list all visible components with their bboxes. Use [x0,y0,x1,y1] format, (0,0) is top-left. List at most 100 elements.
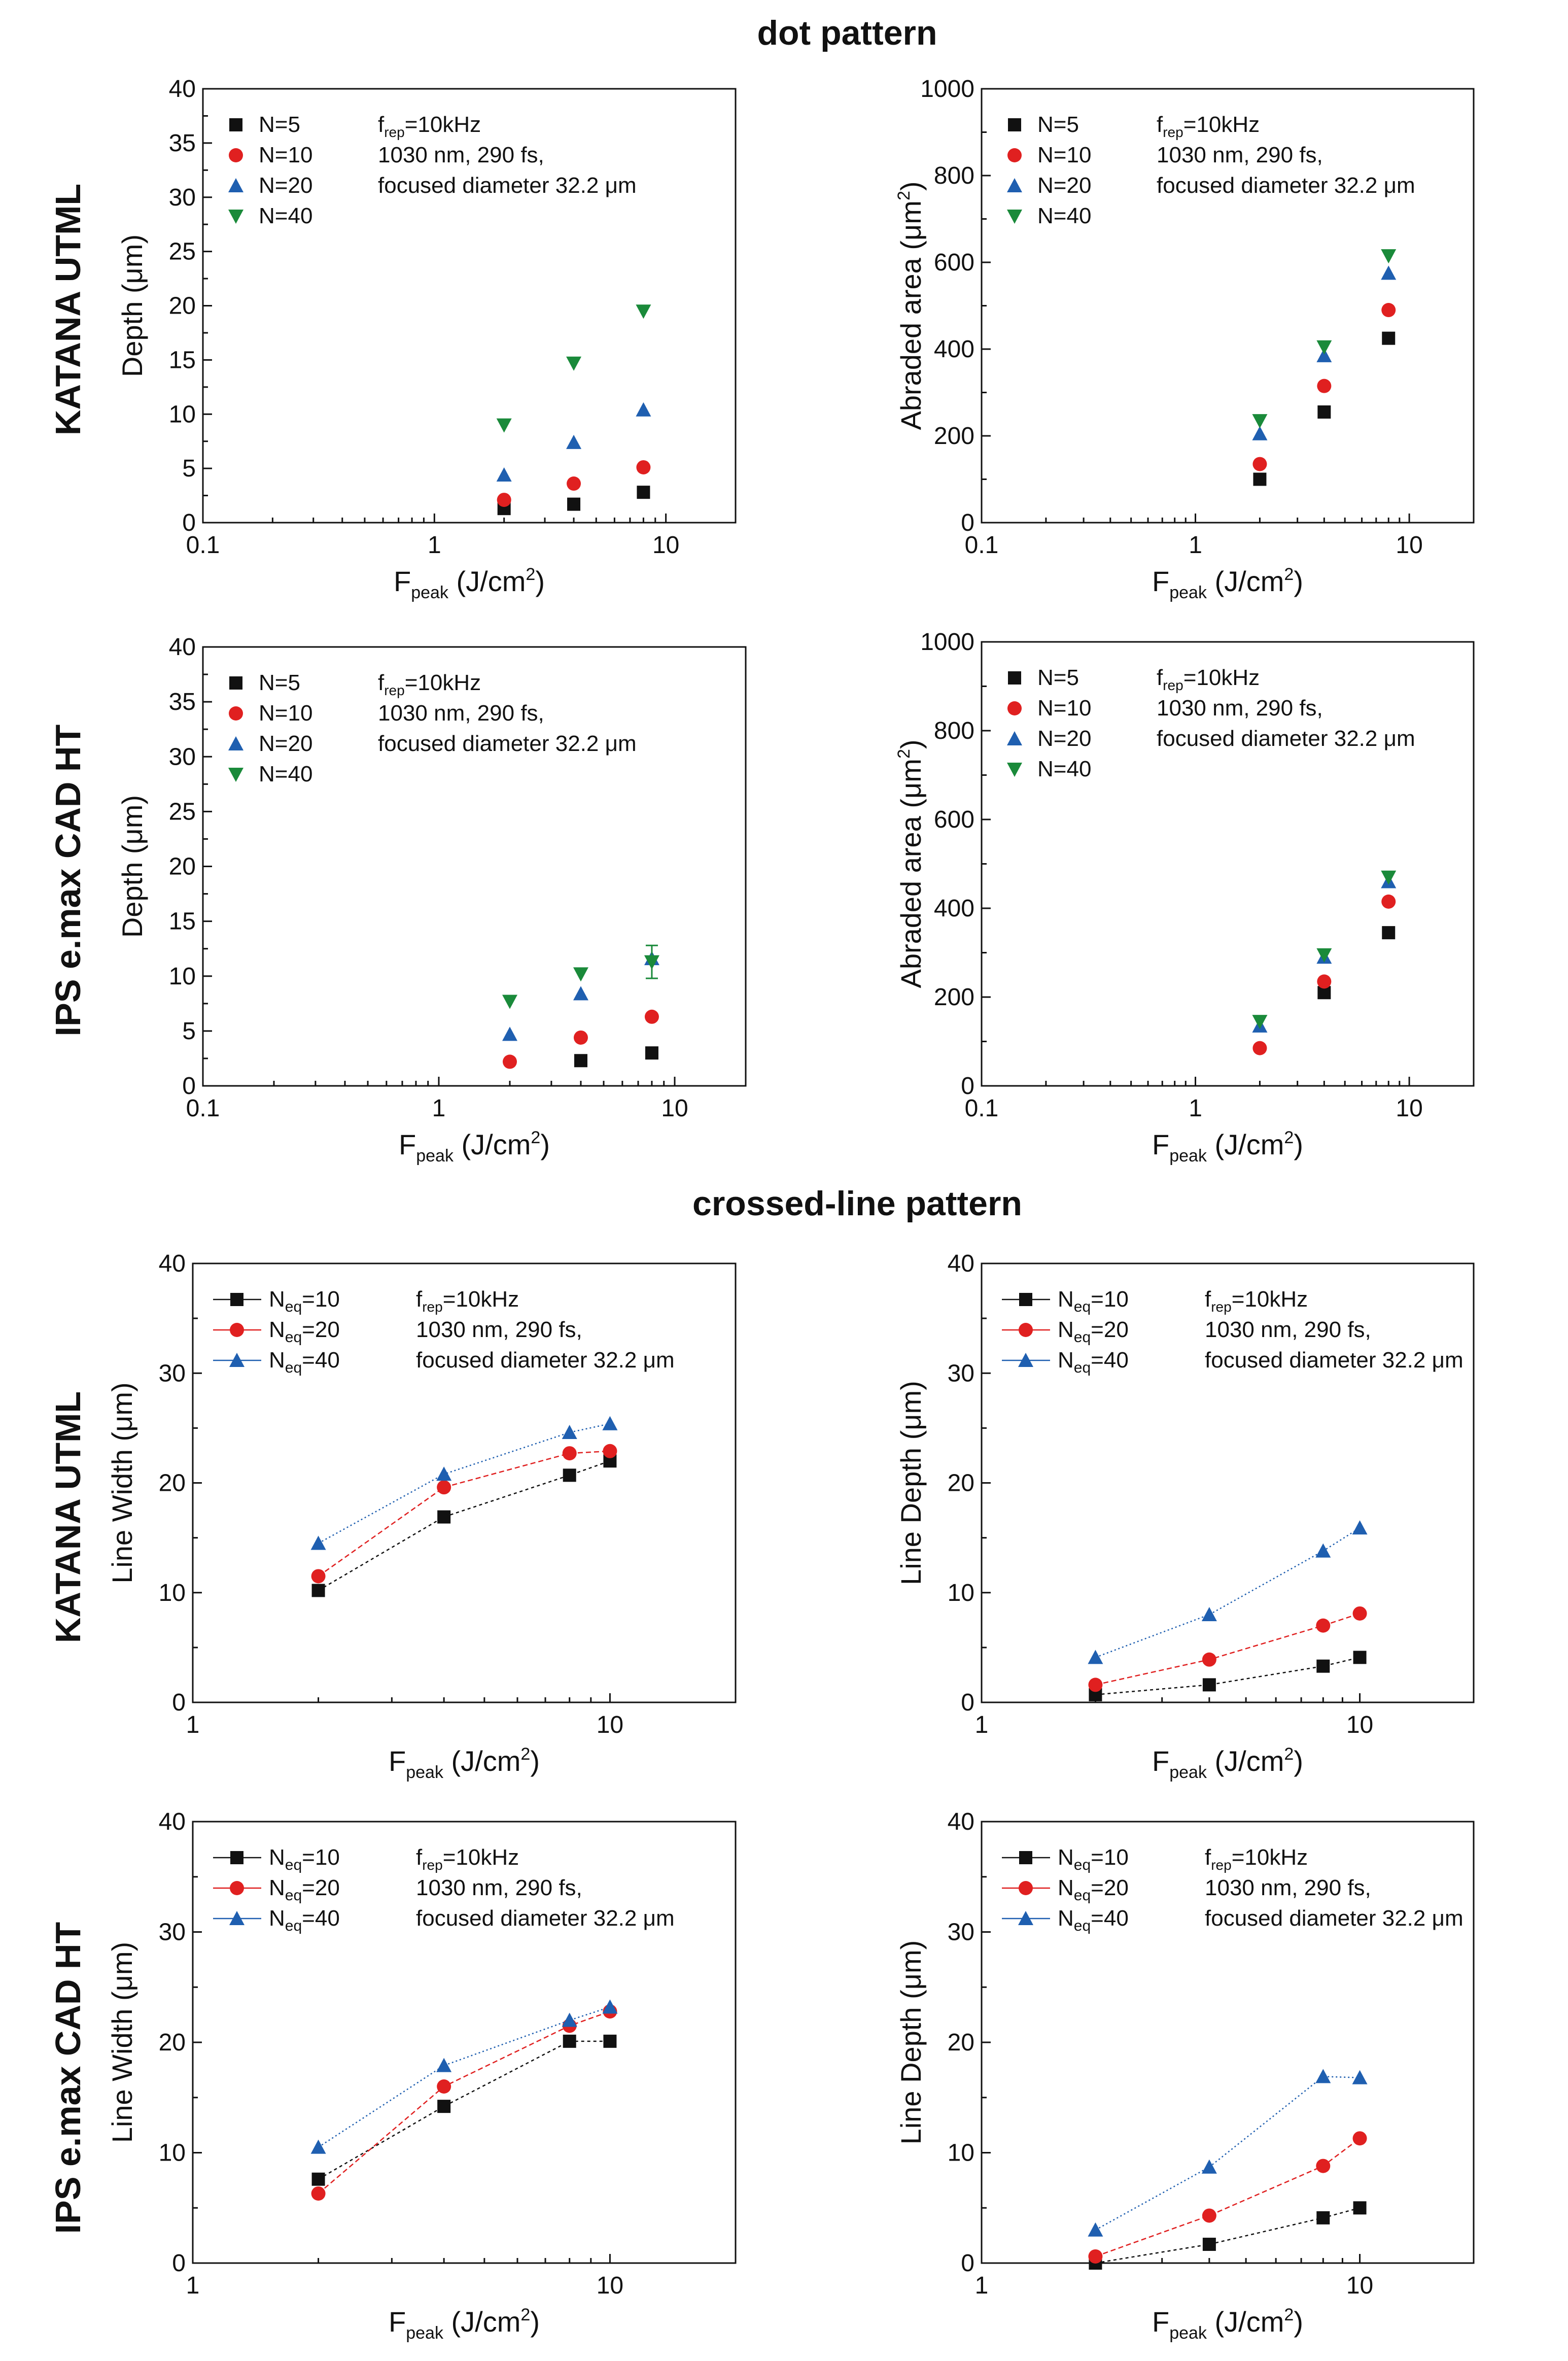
note-rep: rep [422,1857,442,1873]
row-label-dot-ips: IPS e.max CAD HT [48,725,88,1037]
legend-n: N [269,1287,285,1312]
series-line [318,1460,610,1591]
series-Neq=40 [310,1999,618,2154]
y-label-end: ) [895,739,927,749]
series-Neq=10 [1089,2201,1367,2270]
legend-n: N [1058,1906,1074,1931]
data-point [310,2139,326,2154]
y-tick-label: 10 [159,2140,186,2167]
y-tick-label: 20 [948,2029,974,2056]
legend-marker [228,210,243,224]
series-N=5 [1317,926,1396,1000]
x-tick-label: 1 [428,532,441,559]
note-laser: 1030 nm, 290 fs, [1205,1317,1371,1342]
y-tick-label: 0 [172,2250,186,2277]
data-point [1201,1607,1217,1621]
legend-rest: =10 [1054,143,1092,167]
data-point [1315,1543,1331,1558]
data-point [1202,1652,1216,1667]
data-point [636,402,651,417]
legend-rest: =40 [302,1906,340,1931]
y-tick-label: 200 [934,423,974,450]
legend-label: Neq=40 [269,1906,340,1934]
legend-rest: =20 [1091,1317,1129,1342]
x-label-end: ) [1294,1128,1303,1160]
note-rep: rep [422,1299,442,1315]
data-point [311,1569,326,1584]
data-point [1381,249,1397,264]
legend-label: Neq=20 [1058,1875,1129,1904]
note-f: f [416,1287,423,1312]
x-label-sup: 2 [520,2305,530,2324]
legend-rest: =20 [275,731,313,756]
legend-label: Neq=20 [269,1317,340,1346]
legend-label: Neq=10 [269,1287,340,1315]
legend-rest: =20 [1054,173,1092,198]
data-point [1381,870,1397,885]
y-tick-label: 30 [169,743,196,770]
note-frep-value: =10kHz [405,112,481,137]
y-tick-label: 800 [934,162,974,189]
y-label-main: Depth (μm) [116,234,148,377]
note-f: f [378,670,385,695]
data-point [1252,414,1268,429]
y-tick-label: 25 [169,798,196,825]
x-tick-label: 10 [597,1712,623,1738]
data-point [311,1584,325,1597]
y-tick-label: 40 [169,634,196,661]
y-tick-label: 40 [159,1808,186,1835]
y-tick-label: 600 [934,249,974,276]
data-point [1201,2159,1217,2174]
data-point [562,1446,577,1461]
legend-marker [230,1323,244,1337]
y-axis-label: Line Depth (μm) [895,1381,927,1585]
legend-label: N=10 [1037,143,1091,167]
legend-rest: =20 [1054,726,1092,751]
y-label-sup: 2 [894,191,914,200]
data-point [567,497,581,511]
series-N=20 [1252,265,1397,440]
legend-rest: =40 [1091,1906,1129,1931]
y-axis-label: Depth (μm) [116,795,148,938]
series-Neq=10 [311,1454,617,1597]
legend-rest: =5 [1054,665,1079,690]
note-frep: frep=10kHz [1157,112,1260,140]
series-Neq=20 [311,1444,617,1584]
x-tick-label: 0.1 [965,1095,999,1122]
legend-label: N=5 [259,670,300,695]
legend-sub: eq [285,1857,302,1873]
x-label-sub: peak [406,2323,444,2343]
y-label-main: Line Depth (μm) [895,1381,927,1585]
note-frep: frep=10kHz [1205,1287,1308,1315]
legend-marker [1018,1911,1033,1925]
legend-n: N [269,1348,285,1373]
data-point [1316,340,1332,355]
legend-rest: =40 [275,203,313,228]
note-rep: rep [1211,1857,1231,1873]
note-rep: rep [384,124,404,140]
series-line [1095,2138,1361,2257]
y-tick-label: 400 [934,895,974,922]
x-tick-label: 1 [975,2272,989,2299]
x-label-end: ) [540,1128,550,1160]
note-f: f [1205,1845,1211,1870]
x-tick-label: 0.1 [186,532,220,559]
y-tick-label: 20 [948,1470,974,1497]
data-point [1382,926,1396,940]
legend-label: N=20 [1037,173,1091,198]
y-tick-label: 25 [169,238,196,265]
legend-rest: =40 [302,1348,340,1373]
x-axis-label: Fpeak (J/cm2) [1152,1128,1303,1166]
legend-marker [1007,731,1022,745]
y-label-main: Depth (μm) [116,795,148,938]
data-point [603,2034,617,2048]
legend-marker [229,676,242,690]
y-tick-label: 10 [159,1580,186,1606]
legend-marker [1007,210,1022,224]
note-diameter: focused diameter 32.2 μm [378,173,637,198]
series-Neq=40 [1088,1520,1368,1664]
x-label-end: ) [1294,1745,1303,1777]
data-point [1088,2249,1103,2264]
